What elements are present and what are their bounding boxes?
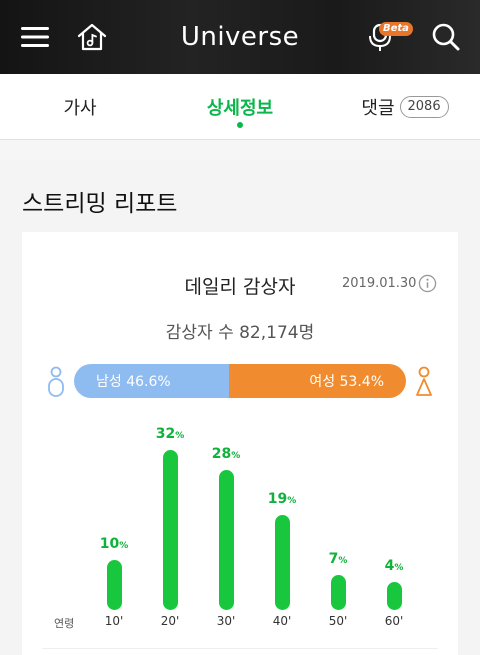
menu-button[interactable] <box>14 0 56 74</box>
age-tick-label: 50' <box>328 614 348 628</box>
age-bar-40 <box>274 515 290 610</box>
top-app-bar: Universe Beta <box>0 0 480 74</box>
age-bar-value-label: 19% <box>267 491 297 507</box>
age-axis-label: 연령 <box>54 617 75 630</box>
search-icon <box>432 23 460 51</box>
female-segment: 여성 53.4% <box>228 364 406 398</box>
age-bar-value-label: 10% <box>99 536 129 552</box>
age-bar-30 <box>218 470 234 610</box>
tab-comments[interactable]: 댓글 2086 <box>340 74 470 140</box>
hamburger-menu-icon <box>21 27 49 47</box>
female-ratio-label: 여성 53.4% <box>309 374 384 390</box>
male-segment: 남성 46.6% <box>74 364 229 398</box>
listener-count: 감상자 수 82,174명 <box>165 323 315 343</box>
tab-bar: 가사 상세정보 댓글 2086 <box>0 74 480 140</box>
tab-comments-label: 댓글 <box>361 98 395 119</box>
age-bar-50 <box>330 575 346 610</box>
female-person-icon <box>416 366 432 396</box>
section-title: 스트리밍 리포트 <box>22 191 178 217</box>
tab-details-label: 상세정보 <box>206 98 274 119</box>
age-tick-label: 60' <box>384 614 404 628</box>
gender-ratio-bar: 남성 46.6% 여성 53.4% <box>74 364 406 398</box>
age-bar-value-label: 32% <box>155 426 185 442</box>
tab-details[interactable]: 상세정보 <box>180 74 300 140</box>
report-date: 2019.01.30 <box>342 276 417 291</box>
beta-badge: Beta <box>379 22 413 36</box>
active-tab-indicator <box>237 122 243 128</box>
age-bar-value-label: 7% <box>328 551 348 567</box>
comment-count-badge: 2086 <box>399 96 449 118</box>
age-distribution-chart: 연령 10% 10' 32% 20' 28% 30' 19% 40' 7% 50' 4% 60' <box>22 422 458 655</box>
age-bar-value-label: 28% <box>211 446 241 462</box>
male-ratio-label: 남성 46.6% <box>96 374 171 390</box>
male-person-icon <box>48 366 64 397</box>
age-bar-10 <box>106 560 122 610</box>
card-divider <box>42 648 438 649</box>
daily-listeners-card: 데일리 감상자 2019.01.30 감상자 수 82,174명 남성 46.6… <box>22 232 458 655</box>
age-bar-value-label: 4% <box>384 558 404 574</box>
age-bar-60 <box>386 582 402 610</box>
age-tick-label: 20' <box>160 614 180 628</box>
age-tick-label: 40' <box>272 614 292 628</box>
age-bar-20 <box>162 450 178 610</box>
age-tick-label: 10' <box>104 614 124 628</box>
search-button[interactable] <box>424 0 468 74</box>
tab-lyrics-label: 가사 <box>63 98 97 119</box>
info-icon[interactable] <box>418 274 437 293</box>
music-home-icon <box>77 23 107 51</box>
home-button[interactable] <box>70 0 114 74</box>
age-tick-label: 30' <box>216 614 236 628</box>
tab-lyrics[interactable]: 가사 <box>30 74 130 140</box>
section-divider <box>0 140 480 160</box>
voice-search-button[interactable]: Beta <box>356 0 413 74</box>
card-title: 데일리 감상자 <box>184 276 296 298</box>
